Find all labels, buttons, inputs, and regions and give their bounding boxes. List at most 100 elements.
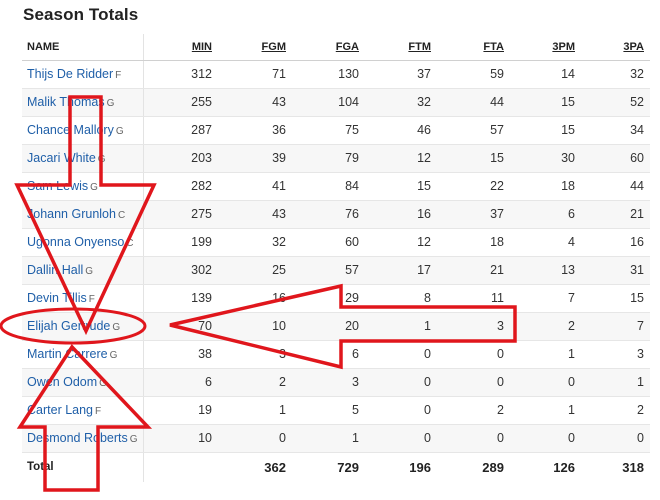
column-header-min[interactable]: MIN bbox=[143, 34, 218, 61]
table-row: Johann Grunloh C 275 43 76 16 37 6 21 bbox=[22, 200, 650, 229]
column-header-3pm[interactable]: 3PM bbox=[510, 34, 581, 61]
player-link[interactable]: Dallin Hall bbox=[27, 263, 84, 277]
stat-cell: 130 bbox=[292, 60, 365, 89]
stat-cell: 38 bbox=[143, 340, 218, 369]
stat-cell: 0 bbox=[365, 368, 437, 397]
stat-cell: 1 bbox=[365, 312, 437, 341]
header-row: NAME MIN FGM FGA FTM FTA 3PM 3PA bbox=[22, 34, 650, 61]
stat-cell: 1 bbox=[510, 340, 581, 369]
stat-cell: 1 bbox=[581, 368, 650, 397]
table-row: Thijs De Ridder F 312 71 130 37 59 14 32 bbox=[22, 60, 650, 89]
column-header-fta[interactable]: FTA bbox=[437, 34, 510, 61]
player-link[interactable]: Chance Mallory bbox=[27, 123, 114, 137]
player-link[interactable]: Malik Thomas bbox=[27, 95, 105, 109]
stat-cell: 19 bbox=[143, 396, 218, 425]
stat-cell: 1 bbox=[510, 396, 581, 425]
page-title: Season Totals bbox=[23, 5, 139, 24]
stat-cell: 16 bbox=[218, 284, 292, 313]
player-link[interactable]: Elijah Gertrude bbox=[27, 319, 111, 333]
stat-cell: 25 bbox=[218, 256, 292, 285]
stat-cell: 18 bbox=[437, 228, 510, 257]
stat-cell: 2 bbox=[510, 312, 581, 341]
stat-cell: 199 bbox=[143, 228, 218, 257]
stat-cell: 79 bbox=[292, 144, 365, 173]
player-link[interactable]: Ugonna Onyenso bbox=[27, 235, 125, 249]
player-link[interactable]: Carter Lang bbox=[27, 403, 94, 417]
stat-cell: 15 bbox=[365, 172, 437, 201]
player-position: G bbox=[90, 182, 98, 193]
player-name-cell: Martin Carrere G bbox=[22, 340, 144, 369]
player-name-cell: Ugonna Onyenso C bbox=[22, 228, 144, 257]
column-header-3pa[interactable]: 3PA bbox=[581, 34, 650, 61]
stat-cell: 29 bbox=[292, 284, 365, 313]
stat-cell: 0 bbox=[510, 368, 581, 397]
stat-cell: 70 bbox=[143, 312, 218, 341]
player-position: G bbox=[106, 98, 115, 109]
stat-cell: 18 bbox=[510, 172, 581, 201]
stat-cell: 1 bbox=[218, 396, 292, 425]
stat-cell: 7 bbox=[510, 284, 581, 313]
player-name-cell: Owen Odom G bbox=[22, 368, 144, 397]
stat-cell: 76 bbox=[292, 200, 365, 229]
table-row: Desmond Roberts G 10 0 1 0 0 0 0 bbox=[22, 424, 650, 453]
player-position: G bbox=[85, 266, 94, 277]
stat-cell: 275 bbox=[143, 200, 218, 229]
stat-cell: 10 bbox=[143, 424, 218, 453]
stat-cell: 60 bbox=[581, 144, 650, 173]
stat-cell: 3 bbox=[437, 312, 510, 341]
stat-cell: 0 bbox=[437, 340, 510, 369]
stat-cell: 0 bbox=[365, 340, 437, 369]
stat-cell: 37 bbox=[365, 60, 437, 89]
stat-cell: 3 bbox=[292, 368, 365, 397]
stat-cell: 41 bbox=[218, 172, 292, 201]
stat-cell: 21 bbox=[437, 256, 510, 285]
stat-cell: 0 bbox=[581, 424, 650, 453]
stat-cell: 8 bbox=[365, 284, 437, 313]
stat-cell: 0 bbox=[510, 424, 581, 453]
player-position: G bbox=[97, 154, 106, 165]
total-cell bbox=[143, 452, 218, 482]
total-row: Total 362 729 196 289 126 318 bbox=[22, 452, 650, 482]
stat-cell: 104 bbox=[292, 88, 365, 117]
stat-cell: 43 bbox=[218, 200, 292, 229]
player-position: G bbox=[112, 322, 121, 333]
stat-cell: 15 bbox=[437, 144, 510, 173]
player-link[interactable]: Martin Carrere bbox=[27, 347, 108, 361]
player-name-cell: Dallin Hall G bbox=[22, 256, 144, 285]
column-header-fga[interactable]: FGA bbox=[292, 34, 365, 61]
player-link[interactable]: Devin Tillis bbox=[27, 291, 87, 305]
player-name-cell: Carter Lang F bbox=[22, 396, 144, 425]
player-link[interactable]: Thijs De Ridder bbox=[27, 67, 114, 81]
stat-cell: 44 bbox=[437, 88, 510, 117]
player-name-cell: Malik Thomas G bbox=[22, 88, 144, 117]
stat-cell: 312 bbox=[143, 60, 218, 89]
stat-cell: 139 bbox=[143, 284, 218, 313]
stat-cell: 37 bbox=[437, 200, 510, 229]
column-header-fgm[interactable]: FGM bbox=[218, 34, 292, 61]
stat-cell: 46 bbox=[365, 116, 437, 145]
stat-cell: 21 bbox=[581, 200, 650, 229]
stat-cell: 16 bbox=[365, 200, 437, 229]
stat-cell: 0 bbox=[365, 424, 437, 453]
total-cell: 729 bbox=[337, 459, 359, 475]
player-link[interactable]: Jacari White bbox=[27, 151, 96, 165]
stat-cell: 52 bbox=[581, 88, 650, 117]
table-row: Malik Thomas G 255 43 104 32 44 15 52 bbox=[22, 88, 650, 117]
stat-cell: 60 bbox=[292, 228, 365, 257]
player-position: F bbox=[88, 294, 95, 305]
stat-cell: 11 bbox=[437, 284, 510, 313]
player-link[interactable]: Desmond Roberts bbox=[27, 431, 128, 445]
player-link[interactable]: Owen Odom bbox=[27, 375, 98, 389]
player-link[interactable]: Sam Lewis bbox=[27, 179, 89, 193]
player-position: F bbox=[115, 70, 122, 81]
column-header-ftm[interactable]: FTM bbox=[365, 34, 437, 61]
stat-cell: 5 bbox=[292, 396, 365, 425]
table-row: Martin Carrere G 38 3 6 0 0 1 3 bbox=[22, 340, 650, 369]
stat-cell: 75 bbox=[292, 116, 365, 145]
stat-cell: 282 bbox=[143, 172, 218, 201]
stat-cell: 39 bbox=[218, 144, 292, 173]
table-row: Devin Tillis F 139 16 29 8 11 7 15 bbox=[22, 284, 650, 313]
total-label: Total bbox=[22, 452, 144, 482]
player-link[interactable]: Johann Grunloh bbox=[27, 207, 116, 221]
season-totals-table: NAME MIN FGM FGA FTM FTA 3PM 3PA Thijs D… bbox=[22, 34, 650, 482]
